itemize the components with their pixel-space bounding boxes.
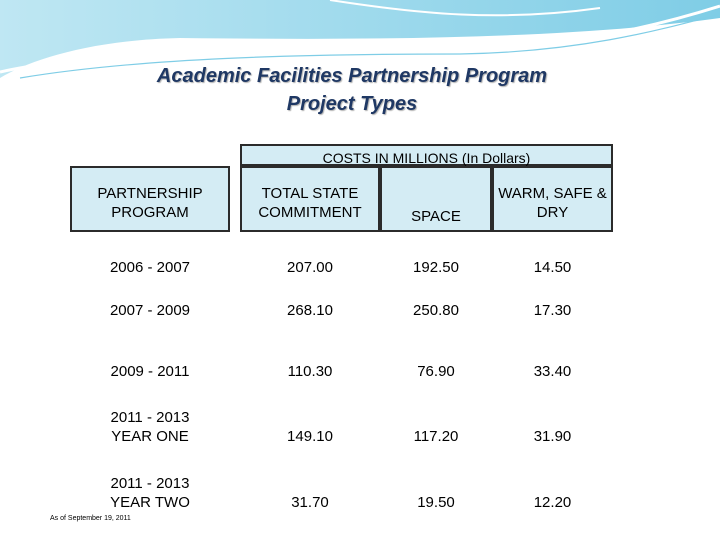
row-3-program-text: 2009 - 2011 <box>110 362 190 380</box>
footnote-date: As of September 19, 2011 <box>50 515 131 522</box>
header-program-line-2: PROGRAM <box>111 204 189 221</box>
header-space-label: SPACE <box>411 208 461 225</box>
row-5-space: 19.50 <box>417 493 455 511</box>
title-line-1: Academic Facilities Partnership Program <box>156 65 548 87</box>
row-2-space: 250.80 <box>413 301 459 319</box>
row-2-program-text: 2007 - 2009 <box>109 301 191 319</box>
page-title: Academic Facilities Partnership Program … <box>0 62 704 118</box>
row-2-program: 2007 - 2009 <box>70 297 230 323</box>
header-program-line-1: PARTNERSHIP <box>97 185 203 202</box>
row-5-total: 31.70 <box>291 493 329 511</box>
row-3-total: 110.30 <box>287 362 333 380</box>
header-warm-line-2: DRY <box>536 204 569 221</box>
row-4-program-line-2: YEAR ONE <box>111 428 189 445</box>
decorative-swoosh <box>0 0 720 79</box>
row-5-warm: 12.20 <box>533 493 572 511</box>
row-5-program-line-1: 2011 - 2013 <box>110 475 190 492</box>
row-1-program: 2006 - 2007 <box>70 254 230 280</box>
row-4-space: 117.20 <box>413 427 459 445</box>
row-4-program-line-1: 2011 - 2013 <box>110 409 190 426</box>
row-2-warm: 17.30 <box>533 301 572 319</box>
row-4-total: 149.10 <box>287 427 333 445</box>
row-4-warm: 31.90 <box>533 427 572 445</box>
row-5-program: 2011 - 2013 YEAR TWO <box>70 472 230 514</box>
header-warm-line-1: WARM, SAFE & <box>498 185 607 202</box>
row-1-program-text: 2006 - 2007 <box>109 258 191 276</box>
row-3-warm: 33.40 <box>533 362 572 380</box>
header-partnership-program: PARTNERSHIP PROGRAM <box>70 166 230 232</box>
row-2-total: 268.10 <box>287 301 333 319</box>
header-total-state-commitment: TOTAL STATE COMMITMENT <box>240 166 380 232</box>
row-1-warm: 14.50 <box>533 258 572 276</box>
header-warm-safe-dry: WARM, SAFE & DRY <box>492 166 613 232</box>
row-3-space: 76.90 <box>417 362 455 380</box>
header-total-line-1: TOTAL STATE <box>261 185 359 202</box>
header-space: SPACE <box>380 166 492 232</box>
row-5-program-line-2: YEAR TWO <box>110 494 190 511</box>
row-4-program: 2011 - 2013 YEAR ONE <box>70 406 230 448</box>
title-line-2: Project Types <box>286 93 418 115</box>
header-total-line-2: COMMITMENT <box>258 204 362 221</box>
costs-header: COSTS IN MILLIONS (In Dollars) <box>240 144 613 166</box>
row-3-program: 2009 - 2011 <box>70 358 230 384</box>
row-1-total: 207.00 <box>287 258 333 276</box>
row-1-space: 192.50 <box>413 258 459 276</box>
